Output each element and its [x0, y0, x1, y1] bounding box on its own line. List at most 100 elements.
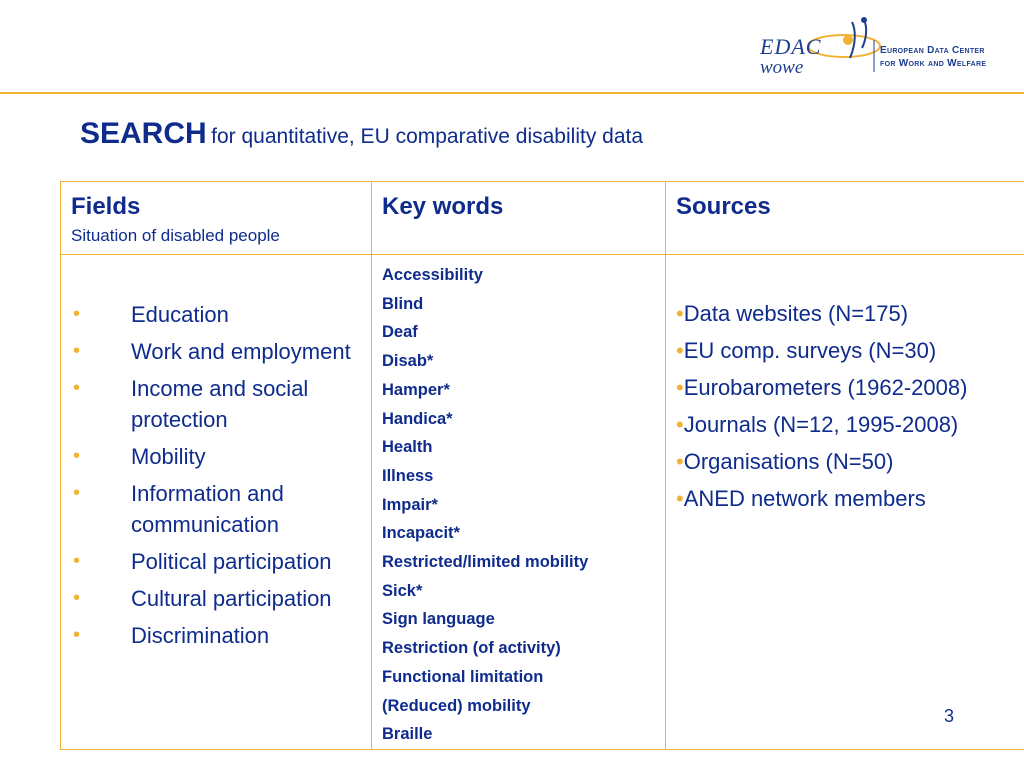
- keyword-item: Incapacit*: [382, 519, 665, 548]
- bullet-icon: •: [73, 340, 81, 362]
- header-cell-keywords: Key words: [371, 181, 666, 255]
- fields-list: • Education • Work and employment • Income an…: [61, 255, 371, 651]
- keyword-item-text: Sick*: [382, 581, 423, 600]
- logo-org-line-1: European Data Center: [880, 45, 985, 56]
- field-item: • Education: [61, 299, 371, 330]
- field-item-text: Political participation: [131, 549, 332, 574]
- keyword-item-text: Deaf: [382, 323, 418, 342]
- field-item: • Political participation: [61, 546, 371, 577]
- bullet-icon: •: [73, 482, 81, 504]
- source-item-text: Journals (N=12, 1995-2008): [683, 412, 959, 437]
- keyword-item: Deaf: [382, 318, 665, 347]
- keyword-item-text: Disab*: [382, 352, 434, 371]
- bullet-icon: •: [676, 486, 684, 511]
- keyword-item-text: (Reduced) mobility: [382, 696, 531, 715]
- slide-title: SEARCH for quantitative, EU comparative …: [80, 117, 643, 151]
- field-item: • Cultural participation: [61, 583, 371, 614]
- source-item: •Eurobarometers (1962-2008): [676, 372, 1024, 403]
- logo-org-name: European Data Center for Work and Welfar…: [880, 44, 986, 70]
- keywords-list: Accessibility Blind Deaf Disab* Hamper* Handi…: [372, 255, 665, 749]
- bullet-icon: •: [676, 412, 684, 437]
- slide-title-main: SEARCH: [80, 117, 207, 150]
- bullet-icon: •: [676, 375, 684, 400]
- field-item-text: Information and communication: [131, 481, 284, 537]
- logo-org-line-2: for Work and Welfare: [880, 58, 987, 69]
- source-item-text: EU comp. surveys (N=30): [683, 338, 937, 363]
- keyword-item: Braille: [382, 720, 665, 749]
- field-item-text: Education: [131, 302, 229, 327]
- keyword-item-text: Hamper*: [382, 380, 450, 399]
- keyword-item: Sick*: [382, 577, 665, 606]
- keyword-item: Illness: [382, 462, 665, 491]
- header-fields-sublabel: Situation of disabled people: [71, 226, 280, 245]
- header-keywords-label: Key words: [382, 193, 504, 220]
- keyword-item-text: Blind: [382, 294, 424, 313]
- keyword-item-text: Restricted/limited mobility: [382, 553, 589, 572]
- bullet-icon: •: [73, 587, 81, 609]
- source-item-text: Eurobarometers (1962-2008): [683, 375, 968, 400]
- bullet-icon: •: [73, 445, 81, 467]
- header-cell-sources: Sources: [665, 181, 1024, 255]
- source-item: •Data websites (N=175): [676, 298, 1024, 329]
- field-item-text: Mobility: [131, 444, 206, 469]
- keyword-item: Functional limitation: [382, 663, 665, 692]
- keyword-item-text: Health: [382, 438, 433, 457]
- search-table: Fields Situation of disabled people Key …: [60, 181, 1024, 750]
- sources-list: •Data websites (N=175) •EU comp. surveys …: [666, 255, 1024, 514]
- bullet-icon: •: [73, 624, 81, 646]
- bullet-icon: •: [676, 338, 684, 363]
- bullet-icon: •: [73, 303, 81, 325]
- sources-cell: •Data websites (N=175) •EU comp. surveys …: [665, 254, 1024, 750]
- keyword-item-text: Restriction (of activity): [382, 639, 561, 658]
- slide-title-subtitle: for quantitative, EU comparative disabil…: [211, 125, 644, 148]
- fields-cell: • Education • Work and employment • Income an…: [60, 254, 372, 750]
- logo-wowe-text: wowe: [760, 57, 804, 78]
- field-item: • Mobility: [61, 441, 371, 472]
- field-item-text: Income and social protection: [131, 376, 309, 432]
- bullet-icon: •: [73, 377, 81, 399]
- keyword-item-text: Accessibility: [382, 266, 483, 284]
- keyword-item: Handica*: [382, 405, 665, 434]
- keywords-cell: Accessibility Blind Deaf Disab* Hamper* Handi…: [371, 254, 666, 750]
- keyword-item: Health: [382, 433, 665, 462]
- bullet-icon: •: [676, 301, 684, 326]
- keyword-item: Accessibility: [382, 261, 665, 290]
- bullet-icon: •: [73, 550, 81, 572]
- keyword-item-text: Illness: [382, 466, 434, 485]
- keyword-item: Blind: [382, 290, 665, 319]
- logo-edac-text: EDAC: [760, 34, 822, 59]
- field-item: • Income and social protection: [61, 373, 371, 435]
- field-item: • Work and employment: [61, 336, 371, 367]
- header-divider: [0, 92, 1024, 94]
- keyword-item-text: Sign language: [382, 610, 495, 629]
- page-number: 3: [944, 706, 955, 726]
- source-item-text: ANED network members: [683, 486, 926, 511]
- logo-swirl-icon: [807, 17, 881, 72]
- field-item-text: Work and employment: [131, 339, 351, 364]
- keyword-item: (Reduced) mobility: [382, 692, 665, 721]
- keyword-item-text: Incapacit*: [382, 524, 460, 543]
- source-item: •Journals (N=12, 1995-2008): [676, 409, 1024, 440]
- keyword-item: Impair*: [382, 491, 665, 520]
- keyword-item: Hamper*: [382, 376, 665, 405]
- keyword-item: Sign language: [382, 605, 665, 634]
- keyword-item-text: Handica*: [382, 409, 453, 428]
- table-body-row: • Education • Work and employment • Income an…: [60, 254, 1024, 750]
- header-sources-label: Sources: [676, 193, 771, 220]
- edac-logo: EDAC wowe European Data Center for Work …: [752, 14, 1022, 84]
- source-item-text: Data websites (N=175): [683, 301, 909, 326]
- keyword-item-text: Impair*: [382, 495, 438, 514]
- keyword-item-text: Braille: [382, 725, 433, 744]
- source-item: •ANED network members: [676, 483, 1024, 514]
- keyword-item: Restriction (of activity): [382, 634, 665, 663]
- keyword-item-text: Functional limitation: [382, 667, 544, 686]
- source-item: •Organisations (N=50): [676, 446, 1024, 477]
- field-item: • Discrimination: [61, 620, 371, 651]
- field-item-text: Cultural participation: [131, 586, 332, 611]
- keyword-item: Restricted/limited mobility: [382, 548, 665, 577]
- source-item-text: Organisations (N=50): [683, 449, 894, 474]
- source-item: •EU comp. surveys (N=30): [676, 335, 1024, 366]
- bullet-icon: •: [676, 449, 684, 474]
- header-cell-fields: Fields Situation of disabled people: [60, 181, 372, 255]
- field-item-text: Discrimination: [131, 623, 270, 648]
